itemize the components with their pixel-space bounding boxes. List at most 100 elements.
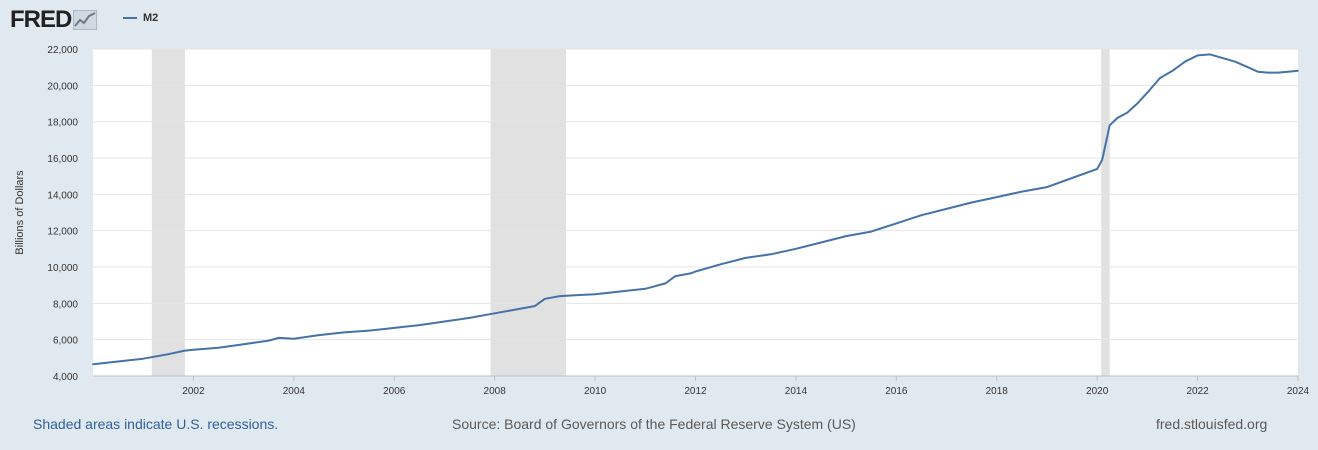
y-tick-label: 16,000 — [47, 154, 78, 165]
y-tick-label: 20,000 — [47, 81, 78, 92]
data-point — [117, 360, 119, 363]
x-tick-label: 2004 — [283, 386, 306, 397]
data-point — [694, 270, 697, 273]
data-point — [1196, 54, 1199, 57]
data-point — [559, 295, 561, 297]
fred-logo[interactable]: FRED — [10, 6, 98, 34]
data-point — [644, 288, 647, 290]
m2-line-chart: 4,000 6,000 8,000 10,000 12,000 14,000 16,000 1… — [14, 45, 1310, 397]
data-point — [1126, 111, 1129, 114]
x-tick-label: 2008 — [484, 386, 507, 397]
data-point — [1101, 159, 1103, 161]
logo-text: FRED — [10, 6, 72, 33]
data-point — [508, 309, 511, 312]
data-point — [368, 329, 370, 332]
data-point — [795, 248, 797, 250]
data-point — [1209, 53, 1211, 56]
data-point — [574, 294, 576, 296]
data-point — [142, 357, 145, 360]
data-point — [689, 272, 692, 275]
data-point — [870, 230, 873, 233]
data-point — [719, 263, 722, 266]
data-point — [1246, 66, 1249, 68]
x-tick-label: 2014 — [785, 386, 808, 397]
data-point — [1277, 71, 1279, 74]
data-point — [1159, 77, 1161, 79]
data-point — [523, 307, 526, 309]
chart-legend: M2 — [123, 12, 158, 24]
plot-area — [93, 49, 1298, 376]
data-point — [393, 327, 396, 329]
data-point — [1146, 91, 1149, 94]
y-tick-label: 6,000 — [53, 336, 78, 347]
x-tick-label: 2006 — [383, 386, 406, 397]
data-point — [970, 201, 973, 204]
data-point — [277, 337, 280, 339]
fred-chart-logo-icon — [73, 10, 98, 30]
data-point — [544, 297, 546, 300]
y-tick-label: 22,000 — [47, 45, 78, 56]
x-tick-label: 2018 — [986, 386, 1009, 397]
x-tick-label: 2016 — [885, 386, 908, 397]
data-point — [744, 257, 747, 259]
data-point — [945, 208, 948, 210]
y-tick-label: 18,000 — [47, 118, 78, 129]
data-point — [895, 222, 898, 225]
data-point — [770, 253, 772, 256]
x-tick-label: 2002 — [182, 386, 205, 397]
y-tick-label: 14,000 — [47, 190, 78, 201]
data-point — [1116, 117, 1119, 119]
y-tick-label: 12,000 — [47, 227, 78, 238]
x-tick-label: 2024 — [1287, 386, 1310, 397]
data-point — [167, 353, 170, 356]
y-tick-label: 4,000 — [53, 372, 78, 383]
data-point — [242, 343, 245, 346]
data-point — [920, 214, 923, 217]
data-point — [1021, 190, 1023, 193]
data-point — [343, 331, 345, 334]
data-point — [1184, 60, 1186, 63]
y-tick-label: 10,000 — [47, 263, 78, 274]
data-point — [493, 312, 496, 315]
data-point — [594, 293, 596, 296]
source-note: Source: Board of Governors of the Federa… — [452, 416, 856, 432]
data-point — [468, 317, 471, 319]
data-point — [674, 275, 677, 277]
data-point — [1046, 186, 1048, 188]
recession-note-link[interactable]: Shaded areas indicate U.S. recessions. — [33, 416, 279, 432]
data-point — [184, 349, 186, 352]
data-point — [192, 348, 195, 351]
data-point — [318, 334, 320, 336]
y-tick-label: 8,000 — [53, 299, 78, 310]
legend-swatch-m2 — [123, 17, 137, 19]
x-tick-label: 2020 — [1086, 386, 1109, 397]
x-tick-label: 2022 — [1186, 386, 1209, 397]
data-point — [293, 337, 295, 340]
data-point — [1096, 168, 1098, 170]
x-tick-label: 2010 — [584, 386, 607, 397]
data-point — [820, 241, 822, 244]
data-point — [92, 363, 94, 365]
y-axis-label: Billions of Dollars — [14, 170, 26, 255]
data-point — [664, 282, 667, 285]
data-point — [1257, 70, 1259, 73]
data-point — [1136, 102, 1139, 105]
site-url: fred.stlouisfed.org — [1156, 416, 1268, 432]
data-point — [845, 235, 847, 237]
data-point — [1108, 124, 1111, 127]
x-tick-label: 2012 — [684, 386, 707, 397]
recession-band — [490, 49, 566, 376]
data-point — [1071, 177, 1073, 179]
data-point — [267, 339, 270, 342]
data-point — [1267, 71, 1269, 74]
recession-band — [1101, 49, 1110, 376]
data-point — [995, 196, 998, 198]
recession-band — [151, 49, 185, 376]
data-point — [1297, 70, 1299, 72]
data-point — [217, 347, 220, 349]
data-point — [534, 305, 536, 307]
data-point — [1221, 57, 1224, 59]
data-point — [1287, 70, 1289, 73]
data-point — [443, 320, 446, 323]
data-point — [1234, 60, 1237, 63]
